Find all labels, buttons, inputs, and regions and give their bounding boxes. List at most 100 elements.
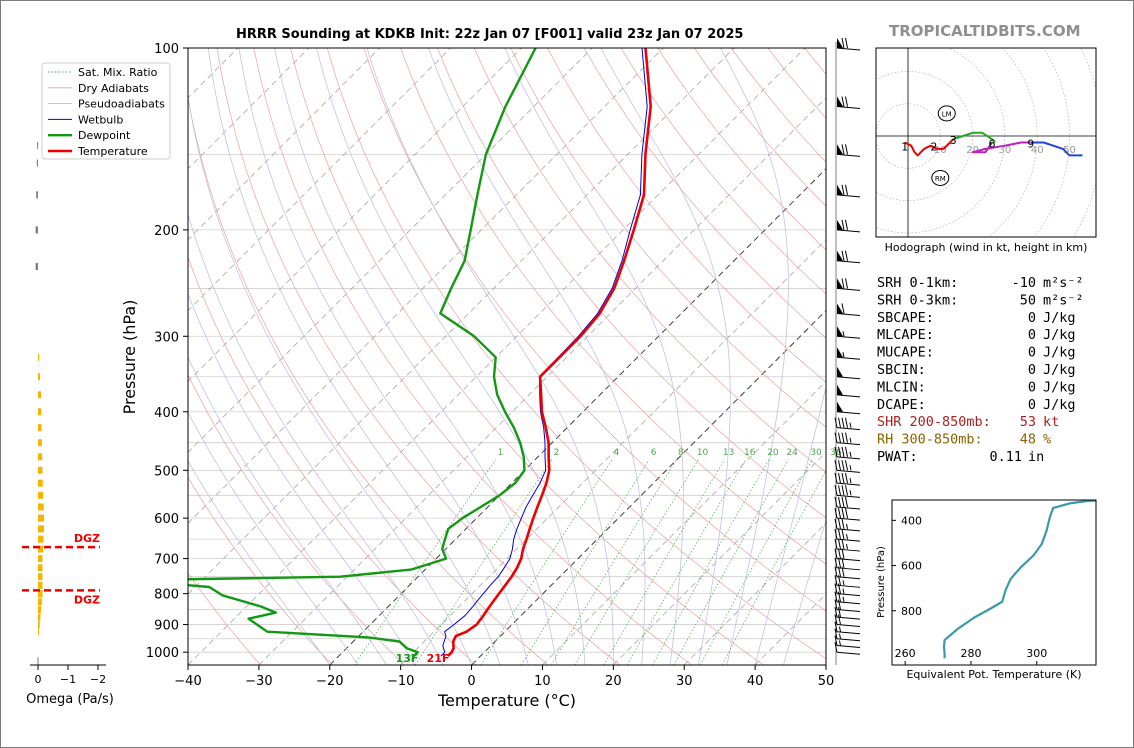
wind-barb — [836, 250, 861, 264]
dry-adiabat — [188, 96, 549, 665]
wind-barb-flag — [834, 508, 838, 519]
mixing-ratio-line — [626, 459, 747, 665]
wind-barb-shaft — [836, 482, 861, 486]
wind-barb-flag — [834, 473, 838, 484]
hodograph-ring-label: 20 — [966, 145, 979, 156]
wind-barb-shaft — [836, 394, 861, 398]
x-tick-label: 40 — [747, 674, 764, 689]
isotherm-line — [683, 522, 826, 665]
wind-barb — [834, 607, 861, 620]
isotherm-line — [542, 380, 826, 665]
pseudoadiabat — [188, 356, 387, 665]
wind-barb-flag — [834, 538, 838, 550]
wind-barb — [834, 460, 861, 473]
hodograph-trace — [952, 131, 996, 144]
wind-barb-half — [842, 352, 845, 358]
legend-box — [41, 62, 171, 160]
minus20-isotherm-line — [329, 168, 826, 665]
mixing-ratio-line — [699, 459, 813, 665]
dgz-label: DGZ — [74, 593, 100, 606]
pseudoadiabat — [274, 48, 557, 665]
wind-barb-flag — [841, 417, 845, 428]
wind-barb — [834, 473, 861, 486]
mixing-ratio-label: 16 — [744, 448, 756, 458]
wind-barb-flag — [834, 566, 838, 577]
index-unit: J/kg — [1043, 379, 1076, 395]
wind-barb-flag — [838, 548, 841, 559]
wind-barb-flag — [845, 184, 848, 195]
mixing-ratio-label: 2 — [554, 448, 560, 458]
wind-barb — [834, 621, 861, 635]
y-axis-label: Pressure (hPa) — [120, 300, 139, 415]
omega-bar — [38, 606, 41, 614]
mixing-ratio-label: 8 — [678, 448, 684, 458]
dgz-label: DGZ — [74, 532, 100, 545]
omega-bar — [38, 545, 44, 553]
omega-bar — [38, 424, 42, 432]
wind-barb-shaft — [836, 624, 861, 628]
wind-barb-shaft — [836, 631, 861, 635]
omega-axis-label: Omega (Pa/s) — [26, 692, 114, 707]
omega-bar — [38, 525, 44, 533]
x-tick-label: −40 — [174, 674, 201, 689]
y-tick-label: 700 — [154, 553, 179, 568]
omega-bar — [38, 479, 43, 487]
wind-barb-flag — [841, 250, 845, 261]
wind-barb-flag — [834, 417, 838, 428]
wind-barb — [834, 614, 861, 628]
omega-bar — [38, 514, 44, 522]
index-unit: J/kg — [1043, 310, 1076, 326]
wind-barb-half — [842, 588, 845, 594]
isotherm-line — [258, 97, 826, 665]
wind-barb-shaft — [836, 601, 861, 605]
isotherm-line — [613, 451, 826, 665]
index-unit: J/kg — [1043, 345, 1076, 361]
wind-barb-flag — [845, 485, 848, 496]
wind-barb-flag — [834, 583, 838, 594]
pseudoadiabat — [188, 411, 359, 665]
brand-logo-text: TROPICALTIDBITS.COM — [889, 22, 1081, 40]
wind-barb-flag — [834, 432, 838, 443]
hodograph-ring-label: 50 — [1063, 145, 1076, 156]
mixing-ratio-line — [673, 459, 789, 665]
storm-motion-marker — [931, 169, 950, 186]
wind-barb-shaft — [836, 376, 861, 380]
omega-bar — [37, 141, 39, 149]
wind-barb-flag — [841, 432, 845, 443]
wind-barb-flag — [841, 460, 845, 471]
wind-barb-flag — [845, 37, 848, 49]
wind-barb-flag — [834, 591, 838, 602]
dry-adiabat — [400, 48, 826, 565]
wind-barb — [836, 219, 861, 233]
x-tick-label: −20 — [316, 674, 343, 689]
theta-e-x-tick-label: 300 — [1026, 647, 1047, 660]
dry-adiabat — [290, 48, 764, 665]
mixing-ratio-line — [603, 459, 725, 665]
wind-barb-shaft — [836, 469, 861, 473]
x-tick-label: −10 — [387, 674, 414, 689]
index-unit: J/kg — [1043, 362, 1076, 378]
pseudoadiabat — [238, 48, 529, 665]
mixing-ratio-label: 6 — [651, 448, 657, 458]
omega-bar — [38, 466, 43, 474]
wind-barb-pennant — [837, 347, 843, 358]
wind-barb — [836, 303, 861, 316]
wind-barb-pennant — [837, 38, 843, 48]
index-unit: m²s⁻² — [1043, 275, 1084, 291]
wind-barb-flag — [838, 417, 841, 428]
mixing-ratio-line — [354, 459, 497, 665]
wind-barb-flag — [841, 184, 845, 195]
wind-barb-flag — [841, 278, 845, 289]
omega-bar — [38, 373, 41, 381]
x-tick-label: 50 — [818, 674, 835, 689]
wind-barb-flag — [834, 642, 838, 653]
wind-barb-flag — [841, 303, 845, 314]
omega-bar — [38, 598, 42, 606]
series-line-temperature — [446, 48, 653, 658]
wind-barb-flag — [845, 144, 848, 155]
y-tick-label: 1000 — [146, 646, 179, 661]
dry-adiabat — [363, 48, 826, 612]
dry-adiabat — [510, 48, 826, 428]
wind-barb-shaft — [836, 106, 861, 110]
